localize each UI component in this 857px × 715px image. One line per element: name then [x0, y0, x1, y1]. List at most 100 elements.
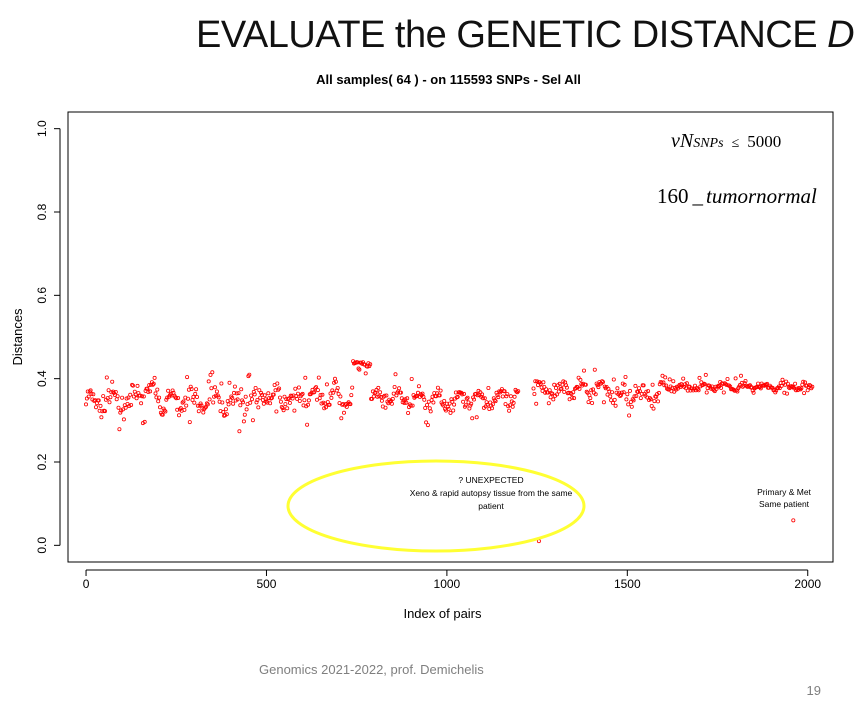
data-point	[465, 395, 470, 400]
data-point	[239, 387, 244, 392]
data-point	[649, 403, 654, 408]
data-point	[142, 419, 147, 424]
data-point	[93, 398, 98, 403]
data-point	[243, 394, 248, 399]
data-point	[164, 397, 169, 402]
data-point	[656, 399, 661, 404]
data-point	[104, 375, 109, 380]
data-point	[94, 405, 99, 410]
data-point	[118, 410, 123, 415]
data-point	[511, 400, 516, 405]
data-point	[555, 392, 560, 397]
data-point	[493, 399, 498, 404]
data-point	[197, 403, 202, 408]
data-point	[327, 402, 332, 407]
data-point	[329, 395, 334, 400]
data-point	[441, 403, 446, 408]
data-point	[701, 382, 706, 387]
data-point	[249, 393, 254, 398]
data-point	[128, 392, 133, 397]
data-point	[278, 399, 283, 404]
data-point	[637, 389, 642, 394]
y-tick-label: 0.2	[35, 453, 49, 470]
data-point	[551, 397, 556, 402]
data-point	[667, 377, 672, 382]
data-point	[531, 386, 536, 391]
data-point	[475, 393, 480, 398]
data-point	[331, 390, 336, 395]
data-point	[154, 395, 159, 400]
data-point	[584, 389, 589, 394]
data-point	[134, 396, 139, 401]
data-point	[605, 392, 610, 397]
data-point	[157, 405, 162, 410]
data-point	[256, 405, 261, 410]
formula-top: vNSNPs ≤5000	[671, 130, 781, 152]
data-point	[203, 404, 208, 409]
data-point	[120, 395, 125, 400]
data-point	[541, 380, 546, 385]
x-tick-label: 1000	[434, 577, 461, 591]
data-point	[320, 392, 325, 397]
data-point	[237, 429, 242, 434]
data-point	[652, 399, 657, 404]
data-point	[291, 393, 296, 398]
data-point	[424, 420, 429, 425]
data-point	[650, 382, 655, 387]
data-point	[639, 391, 644, 396]
data-point	[379, 398, 384, 403]
data-point	[626, 402, 631, 407]
data-point	[797, 386, 802, 391]
data-point	[437, 393, 442, 398]
data-point	[88, 388, 93, 393]
data-point	[205, 402, 210, 407]
data-point	[405, 396, 410, 401]
data-point	[185, 375, 190, 380]
data-point	[208, 372, 213, 377]
data-point	[117, 427, 122, 432]
data-point	[170, 388, 175, 393]
data-point	[207, 397, 212, 402]
data-point	[240, 400, 245, 405]
x-tick-label: 2000	[794, 577, 821, 591]
data-point	[204, 401, 209, 406]
data-point	[666, 387, 671, 392]
data-point	[543, 390, 548, 395]
data-point	[339, 416, 344, 421]
data-point	[624, 397, 629, 402]
data-point	[507, 408, 512, 413]
data-point	[719, 385, 724, 390]
data-point	[115, 394, 120, 399]
data-point	[335, 385, 340, 390]
data-point	[230, 395, 235, 400]
data-point	[534, 401, 539, 406]
data-point	[113, 389, 118, 394]
data-point	[684, 381, 689, 386]
data-point	[696, 388, 701, 393]
data-point	[612, 397, 617, 402]
y-tick-label: 0.0	[35, 537, 49, 554]
data-point	[192, 400, 197, 405]
data-point	[618, 393, 623, 398]
data-point	[495, 393, 500, 398]
data-point	[593, 392, 598, 397]
data-point	[126, 395, 131, 400]
data-point	[99, 415, 104, 420]
data-point	[448, 410, 453, 415]
data-point	[588, 396, 593, 401]
data-point	[258, 395, 263, 400]
data-point	[97, 408, 102, 413]
data-point	[739, 380, 744, 385]
data-point	[151, 381, 156, 386]
data-point	[295, 391, 300, 396]
data-point	[471, 397, 476, 402]
data-point	[182, 407, 187, 412]
data-point	[198, 401, 203, 406]
data-point	[253, 385, 258, 390]
data-point	[268, 401, 273, 406]
data-point	[610, 400, 615, 405]
data-point	[220, 400, 225, 405]
data-point	[147, 383, 152, 388]
data-point	[244, 407, 249, 412]
data-point	[305, 402, 310, 407]
